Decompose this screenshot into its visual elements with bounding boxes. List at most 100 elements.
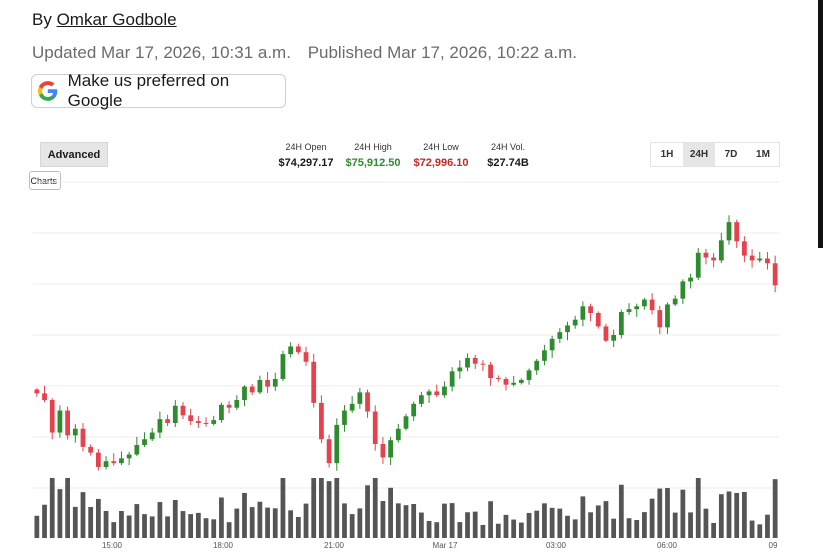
volume-bar — [272, 508, 278, 538]
candle-body — [303, 352, 309, 362]
range-1h[interactable]: 1H — [660, 149, 674, 160]
preferred-on-google-label: Make us preferred on Google — [67, 71, 230, 110]
candle-body — [180, 405, 186, 416]
volume-bar — [134, 504, 140, 538]
volume-bar — [680, 489, 686, 538]
candle-body — [434, 391, 440, 396]
volume-bar — [634, 519, 640, 538]
candle-body — [534, 360, 540, 371]
volume-bar — [80, 492, 86, 538]
volume-bar — [457, 522, 463, 538]
volume-bar — [526, 512, 532, 538]
candle-body — [88, 446, 94, 453]
candle-body — [688, 277, 693, 282]
volume-bar — [665, 488, 670, 538]
candle-body — [549, 338, 555, 351]
stat-label: 24H Low — [423, 142, 459, 152]
volume-bar — [703, 508, 709, 538]
stat-24h-high: 24H High $75,912.50 — [333, 142, 413, 169]
volume-bar — [542, 503, 547, 538]
byline: By Omkar Godbole — [32, 10, 177, 30]
google-icon — [37, 81, 58, 101]
candle-body — [503, 378, 509, 385]
candle-body — [703, 252, 709, 258]
volume-bar — [688, 512, 693, 538]
candle-body — [757, 258, 763, 261]
candle-body — [311, 361, 317, 403]
candle-body — [518, 379, 524, 383]
candle-body — [511, 382, 517, 385]
candle-body — [188, 415, 194, 422]
preferred-on-google-button[interactable]: Make us preferred on Google — [31, 71, 286, 110]
volume-bar — [372, 478, 378, 538]
stat-value: $72,996.10 — [413, 157, 469, 169]
author-link[interactable]: Omkar Godbole — [56, 10, 177, 29]
volume-bar — [734, 492, 740, 538]
volume-bar — [88, 507, 94, 538]
volume-bar — [95, 498, 101, 538]
volume-bar — [611, 518, 617, 538]
volume-bar — [157, 502, 163, 538]
advanced-button[interactable]: Advanced — [40, 142, 108, 167]
volume-bar — [465, 512, 470, 538]
candle-body — [57, 410, 63, 433]
volume-bar — [718, 494, 724, 538]
volume-bar — [434, 522, 440, 538]
range-7d[interactable]: 7D — [724, 149, 738, 160]
page-scrollbar[interactable] — [818, 0, 823, 248]
candle-body — [357, 392, 363, 404]
candle-body — [142, 439, 147, 445]
candle-body — [334, 424, 340, 464]
range-24h[interactable]: 24H — [683, 143, 715, 166]
candle-body — [595, 313, 601, 327]
range-1m[interactable]: 1M — [756, 149, 770, 160]
x-tick-label: 21:00 — [324, 541, 345, 550]
stat-value: $27.74B — [487, 157, 529, 169]
candle-body — [42, 393, 47, 401]
volume-bar — [295, 516, 301, 538]
candle-body — [319, 402, 324, 440]
volume-bar — [580, 496, 586, 538]
candle-body — [765, 258, 770, 264]
candle-body — [642, 299, 647, 307]
candle-body — [449, 371, 455, 387]
volume-bar — [603, 501, 609, 538]
candle-body — [657, 310, 663, 328]
candle-body — [742, 241, 747, 256]
candle-body — [649, 299, 655, 311]
volume-bar — [657, 488, 663, 538]
candle-body — [711, 257, 717, 261]
volume-bar — [65, 478, 70, 538]
candle-body — [242, 386, 247, 401]
x-tick-label: 15:00 — [102, 541, 123, 550]
charts-button[interactable]: Charts — [29, 171, 61, 190]
candle-body — [372, 411, 378, 445]
candle-body — [557, 332, 563, 339]
candle-body — [680, 281, 686, 299]
candle-body — [195, 421, 201, 423]
stat-label: 24H Open — [285, 142, 327, 152]
volume-bar — [49, 478, 55, 538]
candle-body — [265, 379, 270, 387]
candle-body — [172, 405, 178, 423]
volume-bar — [757, 524, 763, 538]
volume-bar — [188, 514, 194, 538]
volume-bar — [511, 519, 517, 538]
article-dates: Updated Mar 17, 2026, 10:31 a.m. Publish… — [32, 43, 577, 63]
volume-bar — [57, 489, 63, 538]
candle-body — [488, 364, 493, 379]
candle-body — [626, 309, 632, 313]
candle-body — [388, 440, 394, 458]
volume-bar — [772, 479, 778, 538]
candle-body — [365, 392, 370, 412]
volume-bar — [172, 499, 178, 538]
candle-body — [219, 404, 224, 421]
volume-bar — [503, 514, 509, 538]
candle-body — [411, 403, 417, 417]
candle-body — [203, 422, 209, 424]
volume-bar — [742, 491, 747, 538]
volume-bar — [595, 505, 601, 538]
volume-bar — [672, 512, 678, 538]
candle-body — [442, 386, 447, 396]
candle-body — [603, 326, 609, 341]
